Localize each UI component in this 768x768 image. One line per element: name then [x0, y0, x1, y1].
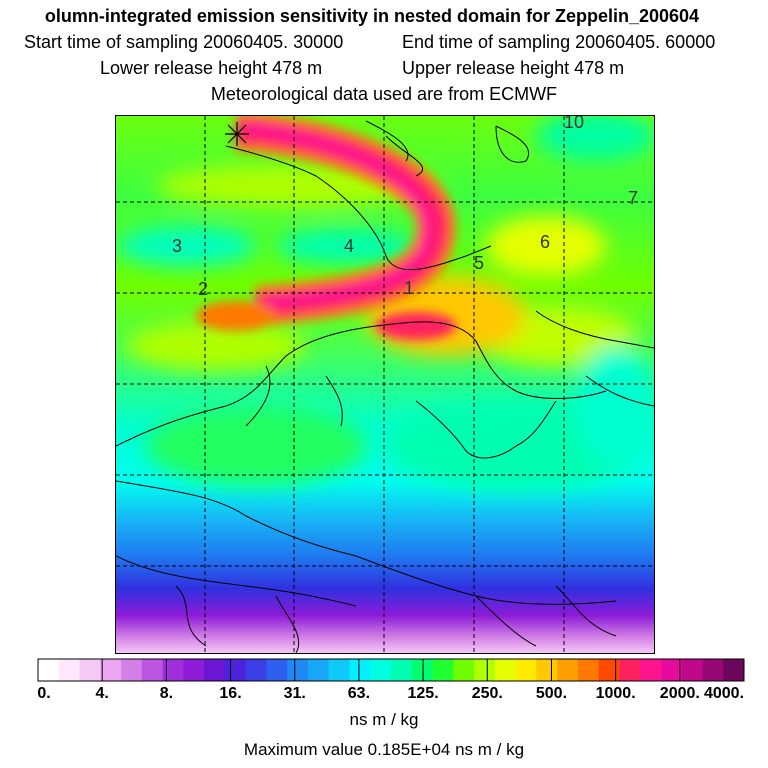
sampling-start: Start time of sampling 20060405. 30000	[24, 32, 344, 52]
colorbar-swatch	[723, 659, 745, 681]
colorbar-swatch	[79, 659, 101, 681]
colorbar-swatch	[38, 659, 60, 681]
colorbar-tick-label: 8.	[159, 685, 174, 702]
colorbar-swatch	[453, 659, 475, 681]
colorbar-swatch	[307, 659, 330, 681]
colorbar-tick-label: 0.	[37, 685, 51, 702]
colorbar-swatch	[432, 659, 454, 681]
colorbar-swatch	[121, 659, 143, 681]
colorbar-swatch	[266, 659, 288, 681]
map-label-7: 7	[628, 188, 639, 208]
colorbar-swatch	[494, 659, 517, 681]
colorbar-swatches	[37, 658, 745, 682]
colorbar-swatch	[640, 659, 662, 681]
colorbar-swatch	[619, 659, 641, 681]
map-label-10: 10	[564, 115, 585, 132]
colorbar-tick-label: 250.	[471, 685, 503, 702]
colorbar-swatch	[411, 659, 434, 681]
colorbar-swatch	[287, 659, 309, 681]
colorbar-swatch	[370, 659, 392, 681]
colorbar-units: ns m / kg	[349, 710, 419, 729]
colorbar-tick-label: 125.	[407, 685, 439, 702]
colorbar-tick-label: 500.	[535, 685, 568, 702]
emission-map[interactable]: 10 7 6 5 4 3 2 1	[115, 115, 655, 654]
sampling-end: End time of sampling 20060405. 60000	[402, 32, 716, 52]
map-label-3: 3	[172, 236, 183, 256]
colorbar-tick-label: 2000.	[659, 685, 700, 702]
colorbar-swatch	[577, 659, 600, 681]
emission-field	[116, 116, 654, 653]
colorbar-tick-label: 4.	[95, 685, 109, 702]
met-source: Meteorological data used are from ECMWF	[210, 84, 558, 104]
colorbar-swatch	[141, 659, 164, 681]
coastlines	[116, 120, 654, 653]
colorbar-swatch	[391, 659, 413, 681]
release-upper: Upper release height 478 m	[402, 58, 625, 78]
colorbar-swatch	[702, 659, 724, 681]
colorbar-swatch	[162, 659, 184, 681]
colorbar-tick-label: 31.	[283, 685, 306, 702]
map-label-5: 5	[474, 253, 485, 273]
colorbar-swatch	[183, 659, 205, 681]
map-label-1: 1	[404, 278, 415, 298]
colorbar-swatch	[681, 659, 703, 681]
colorbar-tick-label: 63.	[347, 685, 371, 702]
colorbar-swatch	[536, 659, 558, 681]
colorbar-swatch	[557, 659, 579, 681]
map-label-6: 6	[540, 232, 551, 252]
colorbar-swatch	[204, 659, 226, 681]
colorbar-tick-label: 4000.	[703, 685, 745, 702]
colorbar-swatch	[349, 659, 371, 681]
map-title: olumn-integrated emission sensitivity in…	[44, 6, 700, 26]
colorbar-swatch	[224, 659, 247, 681]
release-site-marker[interactable]	[225, 122, 249, 146]
map-label-4: 4	[344, 236, 355, 256]
colorbar-swatch	[100, 659, 122, 681]
release-lower: Lower release height 478 m	[100, 58, 323, 78]
graticule	[116, 116, 654, 653]
colorbar-tick-label: 16.	[219, 685, 242, 702]
colorbar-swatch	[328, 659, 350, 681]
map-label-2: 2	[198, 279, 209, 299]
colorbar-swatch	[660, 659, 683, 681]
colorbar-swatch	[515, 659, 537, 681]
maximum-value: Maximum value 0.185E+04 ns m / kg	[243, 740, 525, 759]
colorbar-swatch	[474, 659, 496, 681]
colorbar-border	[37, 658, 745, 682]
colorbar	[37, 658, 745, 687]
colorbar-swatch	[245, 659, 267, 681]
colorbar-swatch	[58, 659, 81, 681]
colorbar-swatch	[598, 659, 620, 681]
colorbar-tick-label: 1000.	[595, 685, 636, 702]
